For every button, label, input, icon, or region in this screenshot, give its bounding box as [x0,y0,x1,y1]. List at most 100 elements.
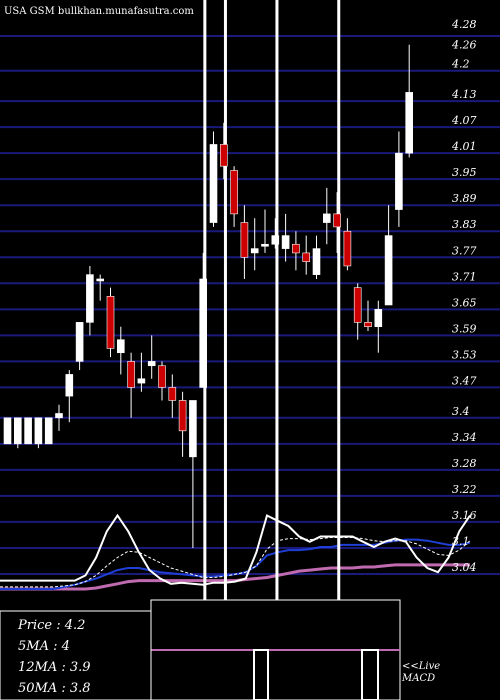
y-tick-label: 3.4 [452,405,470,418]
macd-panel [150,599,401,700]
stats-box: Price : 4.2 5MA : 4 12MA : 3.9 50MA : 3.8 [0,610,152,700]
candle [199,252,207,388]
white-ma-line [0,513,471,586]
candle-body [75,322,84,362]
candle [240,205,249,279]
candle [230,166,238,227]
candle-body [384,235,393,306]
candle [86,265,94,336]
y-tick-label: 4.28 [451,18,477,31]
candle [168,374,177,418]
macd-bar [361,649,379,700]
candles [3,44,414,548]
candle-body [199,278,207,388]
macd-label-line2: MACD [401,673,435,684]
candle-body [189,400,197,458]
candle-body [395,152,403,210]
candle [302,235,311,275]
y-tick-label: 3.77 [452,244,477,257]
candle [158,361,166,401]
candle-body [24,417,32,445]
y-tick-label: 3.95 [452,166,477,179]
candle-body [302,252,311,262]
y-tick-label: 3.71 [452,270,477,283]
candle [106,287,115,358]
y-tick-label: 4.01 [451,140,477,153]
candle [127,352,135,418]
candle-body [343,230,352,267]
candle [65,370,74,423]
candle [209,131,218,227]
candle-body [55,413,63,419]
watermark: USA GSM bullkhan.munafasutra.com [4,6,194,17]
stat-50ma: 50MA : 3.8 [18,681,91,696]
candle-body [86,274,94,323]
y-tick-label: 3.04 [452,561,477,574]
candle [3,417,12,445]
candle [271,218,280,249]
candle-body [117,339,125,354]
candle [292,231,300,271]
y-tick-label: 4.07 [451,114,477,127]
candle [178,391,187,457]
candle [137,352,146,392]
candle-body [333,213,341,228]
stat-5ma: 5MA : 4 [18,639,70,654]
candle [96,274,104,301]
candle [322,187,331,245]
macd-label-line1: <<Live [402,661,440,672]
candle-body [44,417,53,445]
grid-lines [0,35,500,575]
stats-box-frame [0,610,152,700]
candle [312,235,321,279]
candle-body [3,417,12,445]
y-axis-ticks: 4.28 4.26 4.2 4.13 4.07 4.01 3.95 3.89 3.83 3.77 3… [451,18,477,574]
y-tick-label: 4.13 [451,88,477,101]
candle-body [65,374,74,397]
candle [374,300,383,353]
candle-body [271,235,280,245]
y-tick-label: 3.59 [452,322,477,335]
candle [44,417,53,445]
candle [333,192,341,253]
candle [117,326,125,375]
candle-body [137,378,146,384]
candle [75,322,84,371]
candle [343,218,352,271]
y-tick-label: 3.53 [452,348,477,361]
y-tick-label: 3.16 [452,509,477,522]
y-tick-label: 3.65 [452,296,477,309]
indicator-lines [0,513,471,591]
candle [250,218,259,271]
vertical-marker [337,0,341,700]
candle-body [374,309,383,327]
candle [384,205,393,306]
macd-bar [253,649,269,700]
candle [405,44,414,158]
y-tick-label: 3.1 [452,535,470,548]
candle-body [292,243,300,254]
candle-body [250,248,259,254]
candle [24,417,32,445]
candle-body [220,144,228,167]
candle-body [405,92,414,154]
y-tick-label: 3.89 [452,192,477,205]
candle [55,404,63,431]
vertical-markers [203,0,341,700]
candle [220,122,228,180]
y-tick-label: 3.83 [452,218,477,231]
candle [34,417,43,449]
candle-body [106,296,115,349]
candle-body [158,365,166,388]
candle-body [261,243,269,247]
candle-body [312,248,321,275]
candle-body [364,322,372,327]
candle-body [240,222,249,258]
candle [147,335,156,379]
candle-body [322,213,331,223]
stat-price: Price : 4.2 [17,618,85,633]
candle-body [230,170,238,215]
y-tick-label: 3.22 [452,483,477,496]
